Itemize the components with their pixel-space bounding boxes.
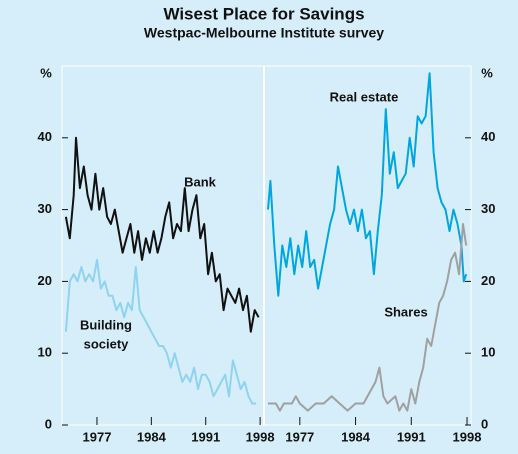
y-tick-label: 20 [38,273,52,288]
series-line [64,258,257,405]
plot-frame [61,65,472,426]
y-tick-label: 20 [481,273,495,288]
x-tick-label: 1991 [191,429,220,444]
y-tick-label: 30 [481,201,495,216]
x-tick-label: 1977 [285,429,314,444]
x-tick-label: 1998 [246,429,275,444]
annotation: Real estate [330,89,399,104]
annotation: Shares [384,304,427,319]
x-tick-label: 1998 [453,429,482,444]
chart-subtitle: Westpac-Melbourne Institute survey [144,25,384,41]
x-tick-label: 1984 [341,429,371,444]
annotation: society [84,336,130,351]
chart-title: Wisest Place for Savings [163,4,364,23]
series-line [64,136,260,333]
y-tick-label: 30 [38,201,52,216]
series-line [268,223,468,412]
annotation: Bank [184,174,217,189]
y-axis-label: % [481,65,493,80]
y-tick-label: 10 [38,345,52,360]
series-line [267,72,468,297]
y-tick-label: 40 [481,129,495,144]
y-tick-label: 0 [45,416,52,431]
y-tick-label: 10 [481,345,495,360]
x-tick-label: 1984 [137,429,167,444]
y-tick-label: 40 [38,129,52,144]
annotation: Building [80,317,132,332]
y-axis-label: % [40,65,52,80]
x-tick-label: 1977 [83,429,112,444]
y-tick-label: 0 [481,416,488,431]
x-tick-label: 1991 [397,429,426,444]
